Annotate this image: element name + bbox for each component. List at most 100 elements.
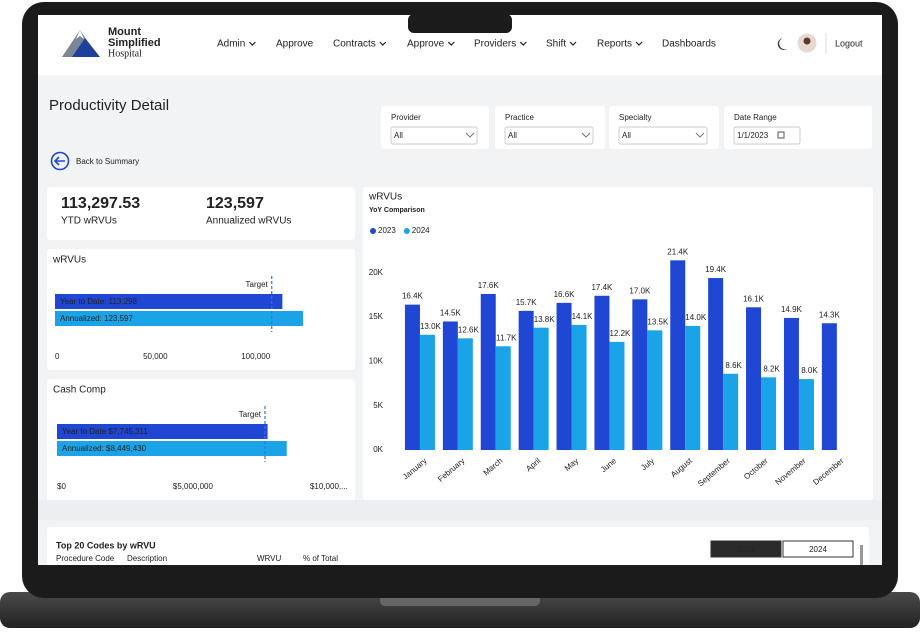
filter-value: All [508,131,517,140]
column-header: WRVU [257,554,282,563]
bar [594,295,610,450]
back-icon[interactable] [50,151,70,171]
bullet-bar [55,294,283,309]
value-label: 21.4K [667,247,689,256]
back-link[interactable]: Back to Summary [76,157,139,166]
bullet-bar [55,311,304,326]
bar [533,327,549,450]
bullet-bar [57,441,287,456]
value-label: 14.1K [572,312,594,321]
nav-item[interactable]: Dashboards [662,39,716,50]
filter-label: Specialty [619,113,651,122]
column-header: % of Total [303,554,338,563]
bar [457,338,473,450]
y-tick-label: 0K [373,445,383,454]
y-tick-label: 15K [369,312,384,321]
calendar-icon [777,131,785,139]
value-label: 12.2K [609,329,631,338]
dropdown-chevron [695,132,705,138]
nav-item[interactable]: Contracts [333,39,376,50]
value-label: 11.7K [496,333,517,342]
value-label: 14.3K [819,310,841,319]
legend-swatch [403,228,410,234]
target-label: Target [239,410,262,419]
value-label: 19.4K [705,265,727,274]
bullet-bar-label: Annualized: 123,597 [60,314,134,323]
bar [404,304,420,450]
dropdown-chevron [465,132,475,138]
value-label: 17.4K [591,283,613,292]
year-toggle[interactable] [782,540,854,558]
bullet-title: wRVUs [52,255,86,266]
value-label: 14.5K [440,309,462,318]
year-toggle[interactable] [710,540,782,558]
nav-chevron [635,41,643,46]
back-arrow [53,156,65,166]
kpi-label: Annualized wRVUs [206,216,291,227]
bullet-title: Cash Comp [53,385,106,396]
bar [442,321,458,450]
bullet-bar-label: Year to Date $7,745,311 [62,427,148,436]
bar [480,294,496,450]
filter-input[interactable] [618,126,708,145]
value-label: 8.2K [763,364,780,373]
value-label: 17.0K [629,286,651,295]
scrollbar [860,545,863,565]
nav-item[interactable]: Approve [407,39,445,50]
value-label: 12.6K [458,325,480,334]
value-label: 16.1K [743,294,765,303]
bar [821,323,837,450]
value-label: 16.4K [402,292,424,301]
kpi-value: 123,597 [206,195,264,212]
logout-link[interactable]: Logout [835,38,863,48]
filter-input[interactable] [733,126,801,145]
bullet-card [47,249,355,370]
x-tick-label: 0 [55,352,60,361]
bar [647,330,663,450]
dropdown-chevron [581,132,591,138]
nav-item[interactable]: Reports [597,39,632,50]
value-label: 13.0K [420,322,442,331]
bar [685,325,701,450]
bullet-bar-label: Annualized: $8,449,430 [62,444,147,453]
logo-text: Simplified [108,37,161,49]
theme-toggle-icon[interactable] [777,38,787,50]
nav-chevron [379,41,387,46]
filter-input[interactable] [390,126,478,145]
nav-chevron [519,41,527,46]
filter-input[interactable] [504,126,594,145]
value-label: 17.6K [478,281,500,290]
bullet-bar [57,424,268,439]
x-tick-label: $0 [57,482,66,491]
camera-notch [408,14,512,33]
value-label: 16.6K [554,290,576,299]
value-label: 13.8K [534,315,556,324]
y-tick-label: 20K [369,268,384,277]
y-tick-label: 10K [369,356,384,365]
value-label: 13.5K [647,317,669,326]
column-header: Description [127,554,167,563]
logo-text: Hospital [108,48,142,59]
legend-label: 2024 [412,226,430,235]
nav-item[interactable]: Providers [474,39,516,50]
kpi-card [47,187,355,240]
column-header: Procedure Code [56,554,115,563]
avatar-head [803,37,811,45]
bar [798,379,814,450]
filter-value: 1/1/2023 [737,131,769,140]
nav-chevron [447,41,455,46]
bar [746,307,762,450]
logo-text: Mount [108,26,141,38]
bullet-bar-label: Year to Date: 113,298 [60,297,138,306]
section-divider [38,500,882,520]
year-toggle-label: 2023 [737,545,755,554]
nav-item[interactable]: Approve [276,39,314,50]
logo-snow [76,30,84,39]
filter-value: All [394,131,403,140]
bar [518,310,534,450]
legend-swatch [370,228,376,234]
nav-item[interactable]: Admin [217,39,245,50]
nav-item[interactable]: Shift [546,39,566,50]
